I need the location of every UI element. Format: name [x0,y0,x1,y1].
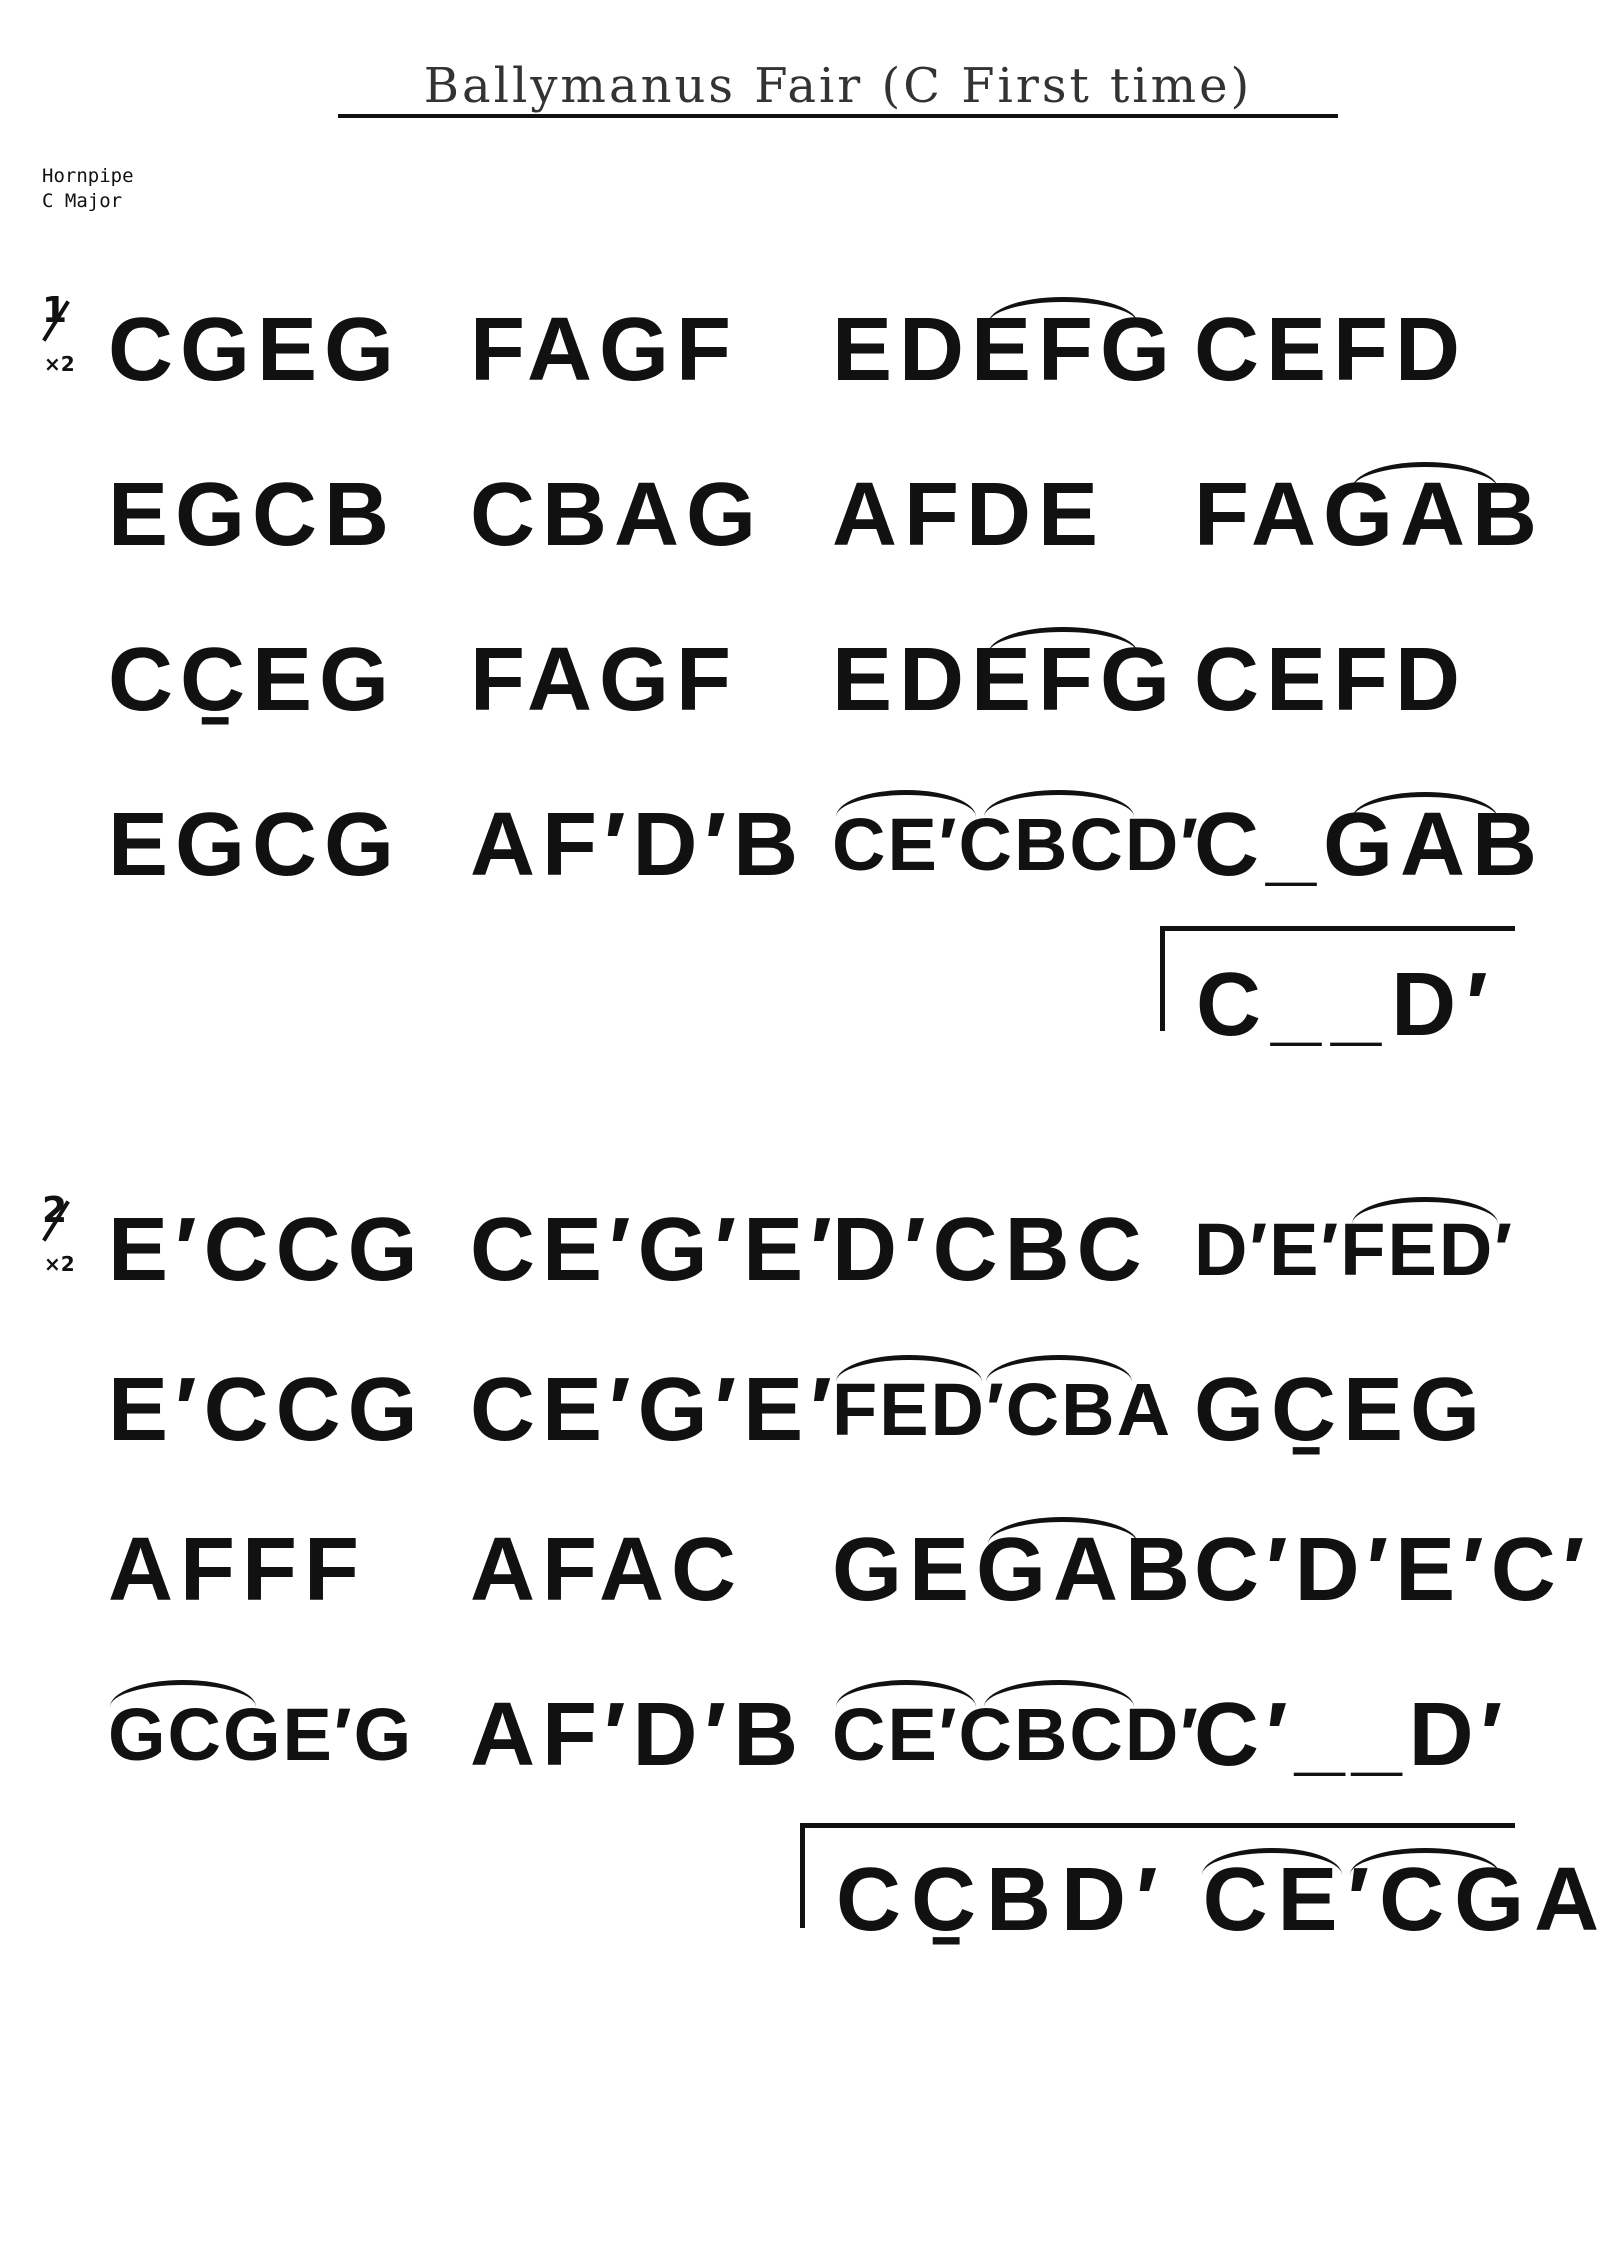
bar: CC̱EG [108,630,397,730]
tune-title: Ballymanus Fair (C First time) [423,58,1253,114]
bar: CGEG [108,300,402,400]
title-underline [338,114,1338,118]
slur-mark [836,1355,982,1382]
slur-mark [988,297,1138,324]
bar: CEFD [1194,300,1467,400]
bar: FAGF [470,630,738,730]
bar: C′D′E′C′ [1194,1520,1592,1620]
repeat-count: ×2 [44,1252,75,1276]
slur-mark [988,1517,1138,1544]
bar: CE′G′E′ [470,1360,839,1460]
slur-mark [984,790,1134,817]
ending-bracket [800,1823,1515,1928]
bar: FAGF [470,300,738,400]
ending-bracket [1160,926,1515,1031]
bar: AF′D′B [470,1685,806,1785]
slur-mark [110,1680,256,1707]
repeat-count: ×2 [44,352,75,376]
bar: CE′G′E′ [470,1200,839,1300]
slur-mark [1352,792,1498,819]
slur-mark [1352,462,1498,489]
bar: EGCG [108,795,402,895]
tune-type: Hornpipe [42,165,134,187]
slur-mark [986,1355,1132,1382]
tune-meta: Hornpipe C Major [42,164,134,214]
bar: E′CCG [108,1200,425,1300]
bar: GC̱EG [1194,1360,1488,1460]
slur-mark [836,1680,976,1707]
ending-bar: C__D′ [1196,955,1498,1055]
slur-mark [1350,1848,1500,1875]
bar: D′CBC [832,1200,1149,1300]
bar: CBAG [470,465,763,565]
bar: AF′D′B [470,795,806,895]
bar: AFDE [832,465,1105,565]
bar: AFAC [470,1520,743,1620]
bar: E′CCG [108,1360,425,1460]
bar: CEFD [1194,630,1467,730]
slur-mark [836,790,976,817]
bar: AFFF [108,1520,366,1620]
tune-key: C Major [42,190,123,212]
slur-mark [1202,1848,1342,1875]
bar: EGCB [108,465,397,565]
bar: C′__D′ [1194,1685,1510,1785]
slur-mark [1352,1197,1498,1224]
slur-mark [988,627,1138,654]
slur-mark [984,1680,1134,1707]
